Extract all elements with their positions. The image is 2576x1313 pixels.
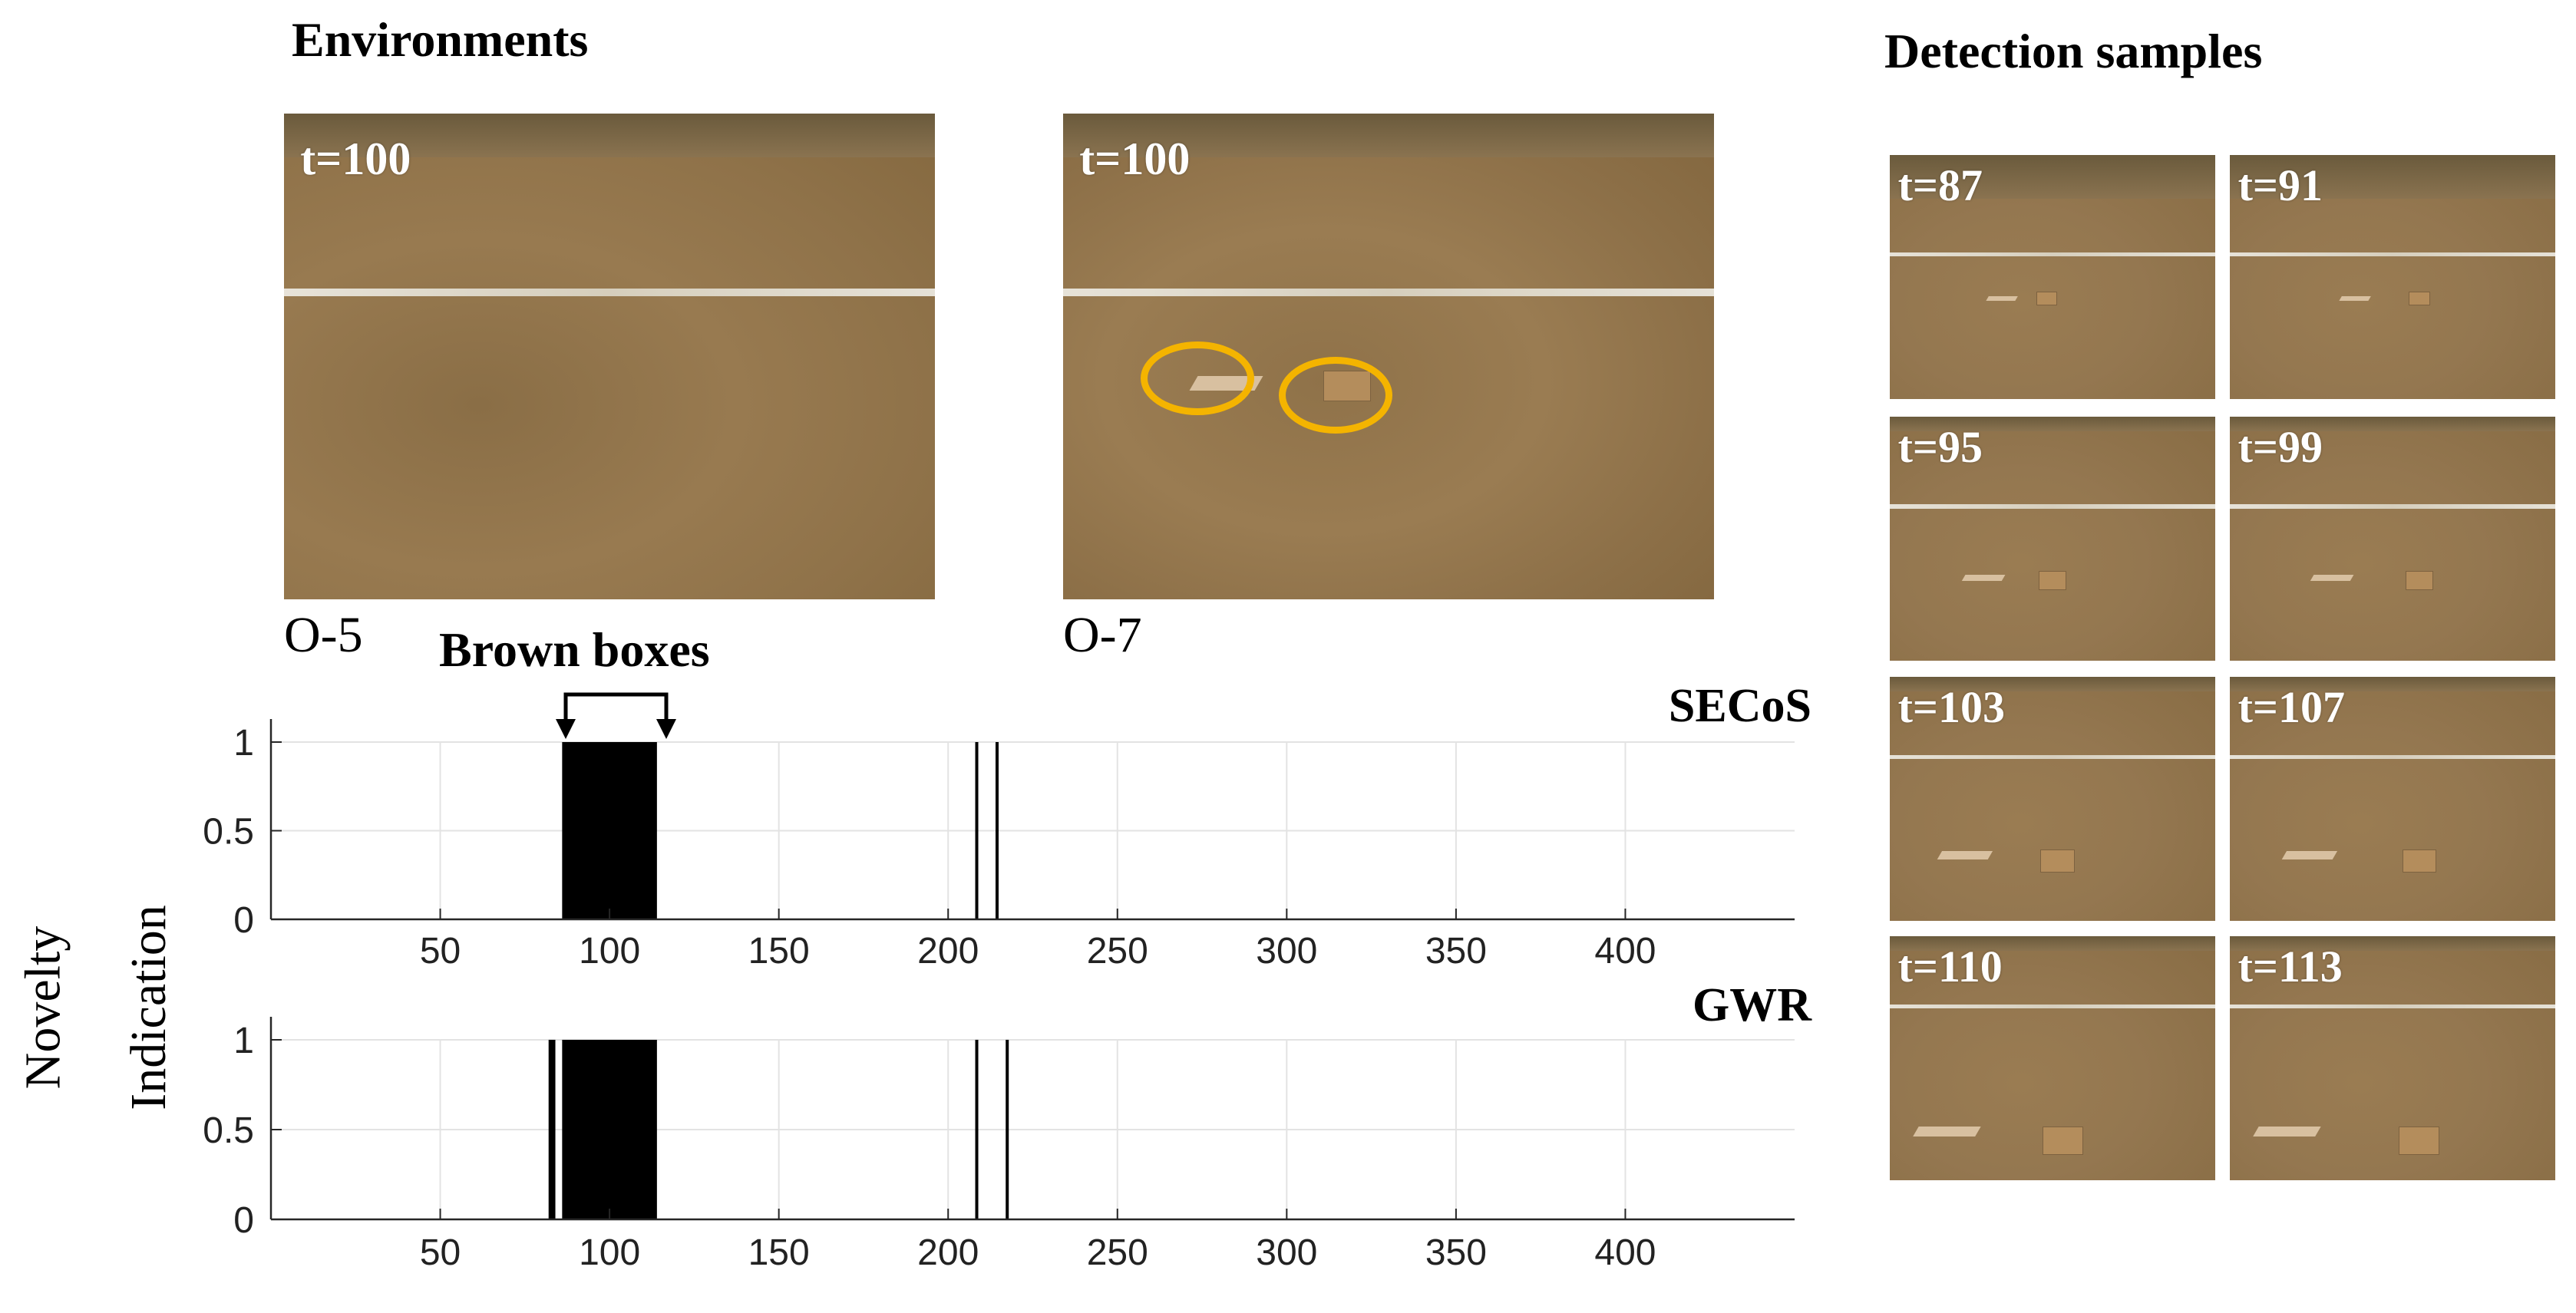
detection-sample-tile: t=91	[2230, 155, 2555, 399]
x-tick-label: 300	[1256, 931, 1317, 972]
detection-sample-tile: t=107	[2230, 677, 2555, 921]
x-tick-label: 150	[748, 931, 810, 972]
detection-sample-tile: t=87	[1890, 155, 2215, 399]
y-tick-label: 1	[233, 1021, 254, 1061]
detection-samples-heading: Detection samples	[1884, 24, 2263, 78]
x-tick-label: 100	[579, 931, 640, 972]
bracket-arrow-right	[656, 719, 676, 739]
x-tick-label: 350	[1425, 931, 1487, 972]
brown-box-upright	[2409, 292, 2430, 305]
novelty-bar	[1006, 1040, 1009, 1219]
x-tick-label: 350	[1425, 1232, 1487, 1273]
detection-sample-time-label: t=107	[2237, 682, 2345, 733]
bracket-arrow-left	[556, 719, 576, 739]
brown-boxes-annotation: Brown boxes	[439, 622, 710, 677]
detection-sample-time-label: t=113	[2237, 942, 2343, 992]
bracket-line	[563, 692, 669, 725]
x-tick-label: 200	[917, 931, 979, 972]
detection-sample-time-label: t=95	[1897, 422, 1983, 473]
environment-time-label: t=100	[300, 134, 411, 185]
detection-sample-time-label: t=103	[1897, 682, 2005, 733]
x-tick-label: 250	[1087, 1232, 1148, 1273]
environment-caption-o7: O-7	[1063, 607, 1142, 663]
x-tick-label: 100	[579, 1232, 640, 1273]
x-tick-label: 50	[420, 1232, 461, 1273]
chart-title: SECoS	[1669, 680, 1811, 732]
novelty-bar	[562, 1040, 657, 1219]
environment-time-label: t=100	[1079, 134, 1191, 185]
detection-sample-time-label: t=99	[2237, 422, 2323, 473]
environment-photo-o5: t=100	[284, 114, 935, 599]
y-tick-label: 1	[233, 723, 254, 764]
novelty-bar	[975, 742, 979, 919]
detection-sample-time-label: t=91	[2237, 160, 2323, 211]
brown-box-upright	[2040, 849, 2075, 873]
x-tick-label: 400	[1594, 1232, 1656, 1273]
novelty-bar	[548, 1040, 556, 1219]
detection-sample-tile: t=103	[1890, 677, 2215, 921]
x-tick-label: 200	[917, 1232, 979, 1273]
brown-box-upright	[2043, 1127, 2084, 1155]
environments-heading: Environments	[292, 12, 589, 67]
x-tick-label: 150	[748, 1232, 810, 1273]
y-tick-label: 0	[233, 900, 254, 941]
detection-sample-tile: t=99	[2230, 417, 2555, 661]
highlight-ring-upright-box	[1279, 357, 1392, 434]
y-tick-label: 0.5	[203, 1110, 254, 1151]
novelty-bar	[995, 742, 999, 919]
detection-sample-tile: t=113	[2230, 936, 2555, 1180]
detection-sample-time-label: t=87	[1897, 160, 1983, 211]
y-tick-label: 0	[233, 1200, 254, 1241]
x-tick-label: 300	[1256, 1232, 1317, 1273]
brown-box-upright	[2399, 1127, 2440, 1155]
x-tick-label: 50	[420, 931, 461, 972]
brown-box-upright	[2402, 849, 2437, 873]
brown-box-upright	[2038, 571, 2066, 590]
detection-sample-tile: t=95	[1890, 417, 2215, 661]
detection-sample-time-label: t=110	[1897, 942, 2003, 992]
detection-sample-tile: t=110	[1890, 936, 2215, 1180]
brown-box-upright	[2405, 571, 2433, 590]
y-tick-label: 0.5	[203, 812, 254, 853]
environment-caption-o5: O-5	[284, 607, 363, 663]
highlight-ring-flat-box	[1141, 341, 1254, 415]
novelty-bar	[975, 1040, 979, 1219]
x-tick-label: 400	[1594, 931, 1656, 972]
chart-title: GWR	[1693, 979, 1812, 1031]
brown-box-upright	[2036, 292, 2058, 305]
novelty-bar	[562, 742, 657, 919]
x-tick-label: 250	[1087, 931, 1148, 972]
